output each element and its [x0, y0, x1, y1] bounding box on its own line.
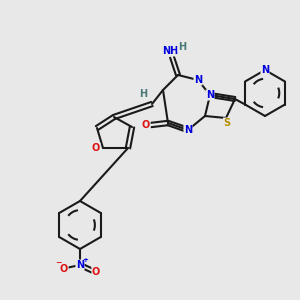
Text: N: N: [206, 90, 214, 100]
Text: N: N: [76, 260, 84, 270]
Text: H: H: [139, 89, 147, 99]
Text: O: O: [92, 267, 100, 277]
Text: S: S: [224, 118, 231, 128]
Text: O: O: [60, 264, 68, 274]
Text: O: O: [142, 120, 150, 130]
Text: N: N: [194, 75, 202, 85]
Text: N: N: [261, 65, 269, 75]
Text: O: O: [92, 143, 100, 153]
Text: −: −: [55, 259, 61, 268]
Text: +: +: [82, 257, 88, 263]
Text: H: H: [178, 42, 186, 52]
Text: N: N: [184, 125, 192, 135]
Text: NH: NH: [162, 46, 178, 56]
